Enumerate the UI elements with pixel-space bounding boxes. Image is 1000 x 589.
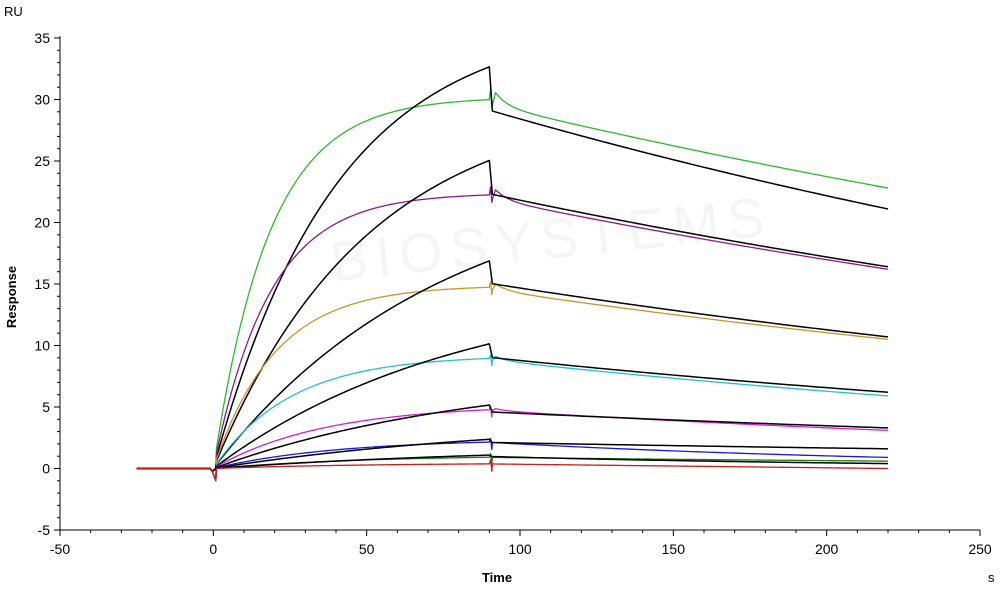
y-tick-label: -5 (38, 522, 51, 538)
y-tick-label: 35 (34, 30, 50, 46)
y-tick-label: 20 (34, 215, 50, 231)
y-tick-label: 0 (42, 461, 50, 477)
y-tick-label: 5 (42, 399, 50, 415)
response-curve-10 (136, 437, 889, 482)
response-curve-4 (136, 281, 889, 482)
y-tick-label: 15 (34, 276, 50, 292)
x-tick-label: 100 (508, 541, 532, 557)
x-unit-label: s (988, 570, 995, 585)
x-tick-label: 150 (662, 541, 686, 557)
fit-curve-5 (136, 260, 889, 473)
response-curve-6 (136, 354, 889, 482)
x-tick-label: 50 (359, 541, 375, 557)
fit-curve-11 (136, 438, 889, 473)
y-unit-label: RU (4, 4, 23, 19)
fit-curve-9 (136, 404, 889, 473)
y-axis-title: Response (4, 266, 19, 328)
x-axis-title: Time (482, 570, 512, 585)
x-tick-label: 200 (815, 541, 839, 557)
watermark-text: BIOSYSTEMS (327, 184, 775, 293)
y-tick-label: 25 (34, 153, 50, 169)
y-tick-label: 30 (34, 92, 50, 108)
x-tick-label: -50 (50, 541, 70, 557)
fit-curve-3 (136, 159, 889, 473)
fit-curve-7 (136, 343, 889, 473)
response-curve-0 (136, 87, 889, 482)
series-layer (136, 66, 889, 482)
response-curve-14 (136, 459, 889, 482)
x-tick-label: 0 (209, 541, 217, 557)
response-curve-2 (136, 186, 889, 482)
y-tick-label: 10 (34, 338, 50, 354)
x-tick-label: 250 (968, 541, 992, 557)
fit-curve-13 (136, 454, 889, 473)
response-curve-8 (136, 405, 889, 482)
